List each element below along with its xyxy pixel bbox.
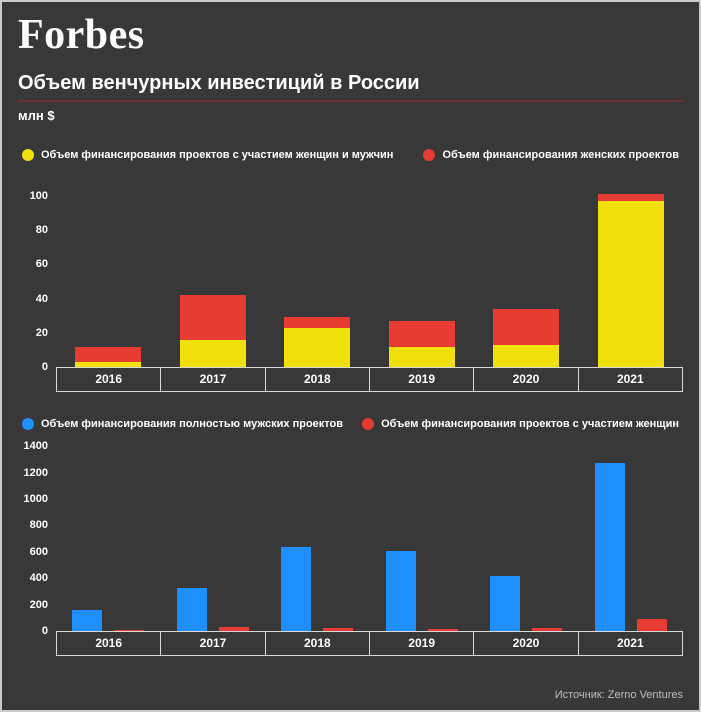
bar-2018-red bbox=[284, 317, 351, 328]
yellow-dot-icon bbox=[22, 149, 34, 162]
chart-legend: Объем финансирования полностью мужских п… bbox=[18, 418, 683, 431]
bar-2016-yellow bbox=[75, 362, 142, 368]
y-axis-tick: 0 bbox=[41, 625, 48, 638]
page-title: Объем венчурных инвестиций в России bbox=[18, 72, 420, 95]
y-axis-tick: 100 bbox=[29, 189, 48, 202]
bar-2019-red bbox=[388, 320, 455, 347]
red-dot-icon bbox=[362, 418, 375, 431]
red-dot-icon bbox=[423, 149, 436, 162]
y-axis-tick: 40 bbox=[35, 292, 48, 305]
x-axis-year-2019: 2019 bbox=[368, 632, 473, 656]
stacked-bar-chart: Объем финансирования проектов с участием… bbox=[18, 149, 683, 393]
legend-item-red: Объем финансирования проектов с участием… bbox=[362, 418, 679, 431]
legend-item-blue: Объем финансирования полностью мужских п… bbox=[22, 418, 344, 431]
units-label: млн $ bbox=[18, 108, 55, 124]
y-axis-tick: 600 bbox=[29, 545, 48, 558]
x-axis-year-2019: 2019 bbox=[368, 368, 473, 392]
bar-2020-yellow bbox=[493, 344, 560, 368]
x-axis-year-2018: 2018 bbox=[264, 368, 369, 392]
x-axis-year-2021: 2021 bbox=[577, 632, 682, 656]
legend-label: Объем финансирования проектов с участием… bbox=[381, 418, 679, 431]
x-axis-year-2020: 2020 bbox=[473, 368, 577, 392]
bar-2018-yellow bbox=[284, 327, 351, 368]
bar-2018-red bbox=[323, 627, 354, 632]
x-axis-year-2016: 2016 bbox=[95, 372, 123, 387]
y-axis-tick: 1000 bbox=[23, 493, 48, 506]
plot-area bbox=[56, 187, 683, 368]
legend-item-yellow: Объем финансирования проектов с участием… bbox=[22, 149, 394, 162]
grouped-bar-chart: Объем финансирования полностью мужских п… bbox=[18, 418, 683, 657]
forbes-logo: Forbes bbox=[18, 12, 145, 58]
y-axis: 0 20 40 60 80 100 bbox=[18, 187, 56, 373]
bar-2019-blue bbox=[385, 550, 416, 632]
plot-wrapper: 0 200 400 600 800 1000 1200 1400 bbox=[18, 440, 683, 637]
bar-2021-blue bbox=[594, 463, 625, 632]
title-divider bbox=[18, 100, 683, 103]
bar-2021-red bbox=[597, 194, 664, 201]
y-axis-tick: 80 bbox=[35, 224, 48, 237]
y-axis-tick: 1400 bbox=[23, 440, 48, 453]
x-axis-year-2018: 2018 bbox=[264, 632, 369, 656]
legend-item-red: Объем финансирования женских проектов bbox=[423, 149, 679, 162]
source-credit: Источник: Zerno Ventures bbox=[554, 689, 683, 701]
bar-2017-red bbox=[218, 627, 249, 632]
x-axis-year-2017: 2017 bbox=[160, 368, 264, 392]
x-axis-year-2020: 2020 bbox=[473, 632, 577, 656]
bar-2018-blue bbox=[281, 546, 312, 632]
bar-2021-red bbox=[636, 619, 667, 632]
x-axis-year-2021: 2021 bbox=[577, 368, 682, 392]
y-axis-tick: 200 bbox=[29, 598, 48, 611]
bar-2019-yellow bbox=[388, 346, 455, 368]
bar-2016-red bbox=[75, 346, 142, 363]
x-axis: 2016 2017 2018 2019 2020 2021 bbox=[56, 631, 683, 657]
bar-2016-blue bbox=[72, 610, 103, 632]
legend-label: Объем финансирования проектов с участием… bbox=[41, 149, 394, 162]
y-axis-tick: 0 bbox=[41, 361, 48, 374]
x-axis: 2016 2017 2018 2019 2020 2021 bbox=[56, 367, 683, 393]
bar-2017-yellow bbox=[179, 339, 246, 368]
x-axis-year-2017: 2017 bbox=[160, 632, 264, 656]
plot-wrapper: 0 20 40 60 80 100 bbox=[18, 187, 683, 373]
bar-2017-red bbox=[179, 295, 246, 340]
plot-area bbox=[56, 446, 683, 632]
y-axis-tick: 20 bbox=[35, 326, 48, 339]
y-axis-tick: 800 bbox=[29, 519, 48, 532]
y-axis-tick: 1200 bbox=[23, 466, 48, 479]
chart-legend: Объем финансирования проектов с участием… bbox=[18, 149, 683, 162]
y-axis-tick: 60 bbox=[35, 258, 48, 271]
y-axis: 0 200 400 600 800 1000 1200 1400 bbox=[18, 440, 56, 637]
y-axis-tick: 400 bbox=[29, 572, 48, 585]
legend-label: Объем финансирования полностью мужских п… bbox=[41, 418, 344, 431]
bar-2020-blue bbox=[490, 575, 521, 632]
legend-label: Объем финансирования женских проектов bbox=[442, 149, 679, 162]
bar-2020-red bbox=[532, 627, 563, 632]
bar-2017-blue bbox=[176, 587, 207, 632]
bar-2019-red bbox=[427, 628, 458, 632]
x-axis-year-2016: 2016 bbox=[95, 636, 123, 651]
bar-2021-yellow bbox=[597, 200, 664, 368]
bar-2020-red bbox=[493, 308, 560, 345]
bar-2016-red bbox=[114, 629, 145, 632]
blue-dot-icon bbox=[22, 418, 34, 431]
